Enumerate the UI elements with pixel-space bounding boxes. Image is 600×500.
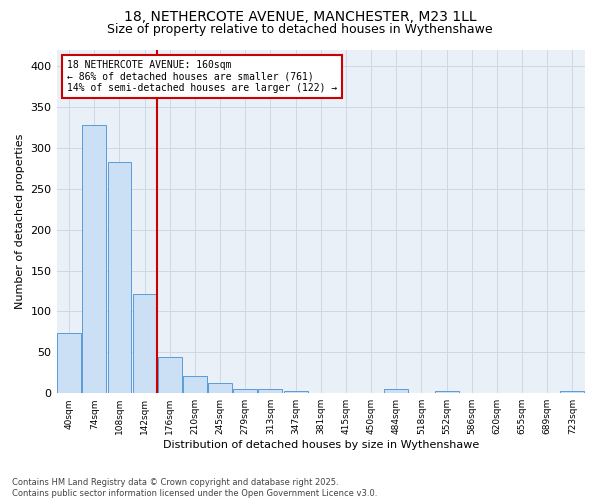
Y-axis label: Number of detached properties: Number of detached properties bbox=[15, 134, 25, 310]
Text: Contains HM Land Registry data © Crown copyright and database right 2025.
Contai: Contains HM Land Registry data © Crown c… bbox=[12, 478, 377, 498]
Bar bbox=[434, 391, 458, 393]
Bar bbox=[208, 384, 232, 393]
Bar bbox=[57, 332, 81, 393]
Bar bbox=[284, 391, 308, 393]
Bar bbox=[385, 389, 408, 393]
Bar bbox=[560, 391, 584, 393]
Text: Size of property relative to detached houses in Wythenshawe: Size of property relative to detached ho… bbox=[107, 22, 493, 36]
Bar bbox=[82, 125, 106, 393]
Bar bbox=[183, 376, 207, 393]
Text: 18, NETHERCOTE AVENUE, MANCHESTER, M23 1LL: 18, NETHERCOTE AVENUE, MANCHESTER, M23 1… bbox=[124, 10, 476, 24]
Bar bbox=[107, 162, 131, 393]
Bar bbox=[233, 389, 257, 393]
Bar bbox=[133, 294, 157, 393]
Bar bbox=[259, 389, 283, 393]
Bar bbox=[158, 358, 182, 393]
Text: 18 NETHERCOTE AVENUE: 160sqm
← 86% of detached houses are smaller (761)
14% of s: 18 NETHERCOTE AVENUE: 160sqm ← 86% of de… bbox=[67, 60, 337, 94]
X-axis label: Distribution of detached houses by size in Wythenshawe: Distribution of detached houses by size … bbox=[163, 440, 479, 450]
